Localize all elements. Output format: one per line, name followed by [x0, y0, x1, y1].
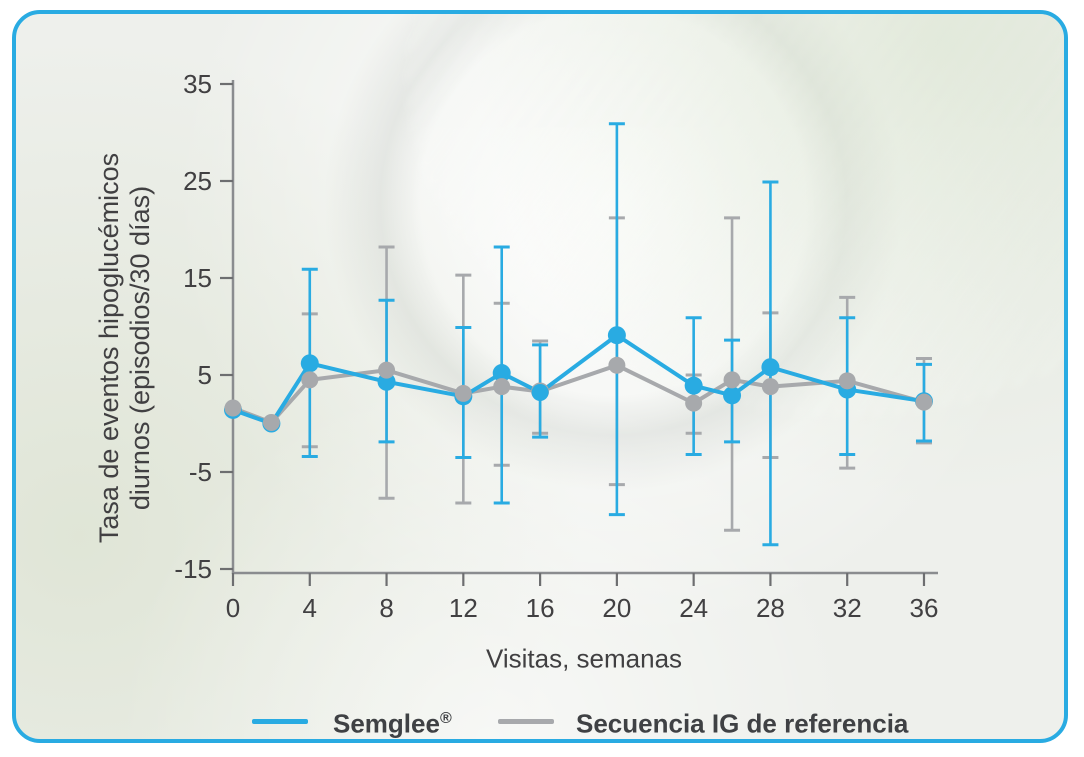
x-tick-label: 0	[226, 593, 240, 623]
y-tick-label: 25	[183, 166, 212, 196]
y-axis-title-line1: Tasa de eventos hipoglucémicos	[94, 152, 124, 544]
data-point-marker	[607, 326, 626, 345]
y-axis-title-line2: diurnos (episodios/30 días)	[125, 185, 155, 511]
legend-item-semglee: Semglee®	[252, 701, 452, 742]
registered-trademark-symbol: ®	[439, 710, 452, 727]
data-point-marker	[300, 354, 319, 373]
data-point-marker	[723, 371, 741, 389]
y-tick-label: 15	[183, 263, 212, 293]
data-point-marker	[723, 386, 742, 405]
data-point-marker	[454, 384, 472, 402]
x-tick-label: 36	[910, 593, 939, 623]
data-point-marker	[493, 378, 511, 396]
x-tick-label: 8	[379, 593, 393, 623]
data-point-marker	[224, 399, 242, 417]
legend-swatch-semglee	[252, 718, 308, 724]
data-point-marker	[301, 371, 319, 389]
data-point-marker	[838, 372, 856, 390]
y-axis-title: Tasa de eventos hipoglucémicos diurnos (…	[94, 153, 156, 543]
data-point-marker	[915, 393, 933, 411]
x-tick-label: 20	[602, 593, 631, 623]
data-point-marker	[761, 378, 779, 396]
data-point-marker	[685, 394, 703, 412]
data-point-marker	[531, 383, 549, 401]
x-tick-label: 28	[756, 593, 785, 623]
x-tick-label: 32	[833, 593, 862, 623]
y-tick-label: 5	[198, 360, 212, 390]
series-line	[231, 363, 926, 425]
data-point-marker	[378, 361, 396, 379]
legend-label-referencia: Secuencia IG de referencia	[576, 708, 909, 739]
y-tick-label: -5	[189, 457, 212, 487]
data-point-marker	[684, 376, 703, 395]
x-tick-label: 12	[449, 593, 478, 623]
legend-item-referencia: Secuencia IG de referencia	[498, 701, 908, 742]
legend-label-semglee: Semglee®	[333, 708, 452, 739]
legend-swatch-referencia	[498, 718, 554, 724]
x-tick-label: 24	[679, 593, 708, 623]
x-tick-label: 16	[526, 593, 555, 623]
y-tick-label: -15	[174, 554, 212, 584]
data-point-marker	[262, 414, 280, 432]
data-point-marker	[608, 356, 626, 374]
x-tick-label: 4	[303, 593, 317, 623]
data-point-marker	[761, 358, 780, 377]
x-axis-title: Visitas, semanas	[485, 643, 683, 674]
y-tick-label: 35	[183, 69, 212, 99]
